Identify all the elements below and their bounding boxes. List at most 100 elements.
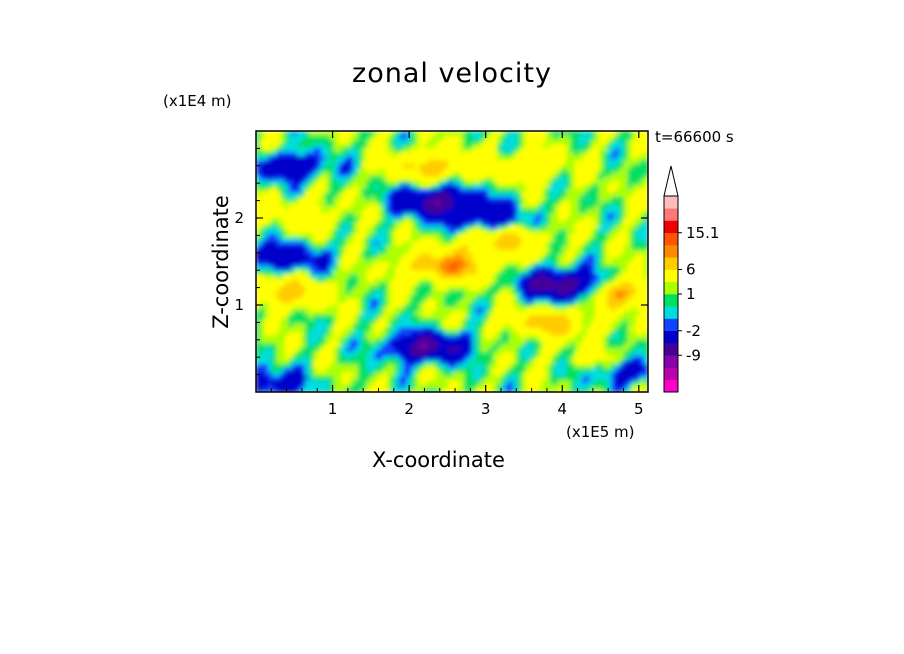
field-cell (525, 306, 531, 312)
field-cell (456, 241, 461, 246)
field-cell (468, 131, 474, 136)
field-cell (447, 179, 453, 185)
field-cell (464, 237, 469, 242)
field-cell (362, 249, 367, 254)
field-cell (345, 371, 351, 377)
field-cell (517, 139, 523, 144)
field-cell (509, 196, 514, 201)
field-cell (337, 379, 343, 385)
field-cell (382, 330, 388, 336)
field-cell (386, 245, 392, 250)
field-cell (533, 277, 539, 283)
field-cell (566, 277, 572, 283)
field-cell (284, 192, 290, 197)
field-cell (533, 151, 539, 157)
field-cell (521, 253, 527, 259)
field-cell (488, 175, 494, 181)
field-cell (390, 135, 396, 140)
field-cell (358, 135, 363, 140)
field-cell (349, 200, 355, 206)
field-cell (382, 294, 388, 299)
field-cell (370, 330, 376, 336)
field-cell (541, 147, 547, 152)
field-cell (366, 294, 371, 299)
field-cell (521, 322, 527, 328)
field-cell (386, 151, 392, 157)
field-cell (386, 188, 392, 193)
field-cell (382, 143, 388, 148)
field-cell (464, 151, 469, 157)
field-cell (533, 179, 539, 185)
field-cell (427, 318, 433, 324)
field-cell (325, 363, 331, 369)
field-cell (317, 237, 322, 242)
field-cell (443, 147, 449, 152)
field-cell (398, 131, 404, 136)
field-cell (403, 334, 408, 340)
field-cell (313, 179, 318, 185)
field-cell (276, 163, 282, 169)
field-cell (276, 285, 282, 291)
field-cell (562, 163, 567, 169)
field-cell (423, 367, 429, 373)
field-cell (341, 253, 347, 259)
field-cell (492, 147, 498, 152)
field-cell (382, 334, 388, 340)
field-cell (501, 249, 506, 254)
field-cell (484, 326, 490, 332)
field-cell (268, 192, 273, 197)
field-cell (354, 171, 359, 177)
field-cell (276, 298, 282, 303)
field-cell (484, 261, 490, 267)
field-cell (480, 179, 486, 185)
field-cell (382, 257, 388, 263)
field-cell (305, 367, 310, 373)
field-cell (456, 347, 461, 352)
field-cell (260, 330, 265, 336)
field-cell (476, 237, 482, 242)
field-cell (415, 232, 420, 238)
field-cell (415, 302, 420, 307)
field-cell (337, 326, 343, 332)
field-cell (284, 371, 290, 377)
field-cell (517, 338, 523, 344)
field-cell (431, 294, 437, 299)
field-cell (562, 343, 567, 348)
field-cell (435, 269, 441, 275)
field-cell (464, 188, 469, 193)
field-cell (268, 241, 273, 246)
field-cell (558, 237, 563, 242)
field-cell (411, 347, 416, 352)
field-cell (358, 302, 363, 307)
field-cell (476, 175, 482, 181)
field-cell (390, 371, 396, 377)
field-cell (460, 334, 465, 340)
field-cell (411, 204, 416, 210)
field-cell (374, 281, 380, 287)
field-cell (296, 290, 302, 295)
field-cell (545, 379, 551, 385)
field-cell (562, 334, 567, 340)
field-cell (443, 139, 449, 144)
field-cell (533, 196, 539, 201)
field-cell (370, 155, 376, 161)
field-cell (476, 253, 482, 259)
field-cell (296, 249, 302, 254)
field-cell (460, 355, 465, 360)
field-cell (398, 367, 404, 373)
field-cell (292, 277, 298, 283)
field-cell (378, 359, 384, 365)
field-cell (378, 343, 384, 348)
field-cell (284, 163, 290, 169)
field-cell (468, 143, 474, 148)
field-cell (431, 192, 437, 197)
field-cell (464, 318, 469, 324)
field-cell (509, 383, 514, 389)
field-cell (268, 359, 273, 365)
field-cell (439, 347, 445, 352)
field-cell (427, 306, 433, 312)
field-cell (382, 290, 388, 295)
field-cell (407, 334, 412, 340)
field-cell (570, 200, 576, 206)
field-cell (354, 241, 359, 246)
